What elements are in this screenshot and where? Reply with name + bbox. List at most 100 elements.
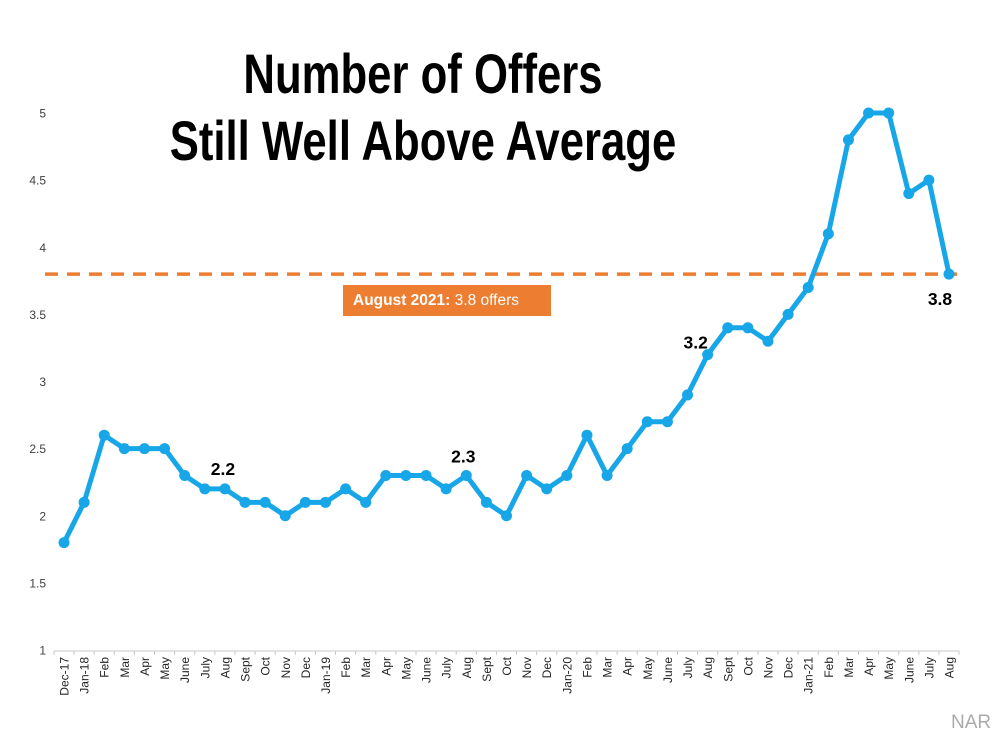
data-point [299, 496, 311, 508]
data-point [98, 429, 110, 441]
x-axis: Dec-17 Jan-18 Feb Mar Apr May June July Aug Sept O… [53, 650, 960, 696]
x-tick-label: Oct [259, 656, 273, 675]
point-label: 2.3 [451, 446, 476, 466]
data-point [561, 469, 573, 481]
x-tick-label: Feb [98, 657, 112, 678]
data-point [842, 134, 854, 146]
x-tick-label: May [641, 657, 655, 680]
data-point [641, 416, 653, 428]
y-tick-label: 4.5 [29, 174, 46, 188]
data-point [661, 416, 673, 428]
data-point [118, 443, 130, 455]
data-point [802, 282, 814, 294]
data-point [943, 268, 955, 280]
x-tick-label: Aug [701, 657, 715, 678]
x-tick-label: Mar [359, 657, 373, 678]
data-point [259, 496, 271, 508]
x-tick-label: Mar [842, 657, 856, 678]
data-point [360, 496, 372, 508]
x-tick-label: May [399, 657, 413, 680]
data-point [420, 469, 432, 481]
data-point [822, 228, 834, 240]
y-tick-label: 5 [39, 107, 46, 121]
chart-title-line1: Number of Offers [243, 42, 603, 105]
data-point [58, 537, 70, 549]
data-point [601, 469, 613, 481]
data-point [501, 510, 512, 522]
y-tick-label: 3.5 [29, 308, 46, 322]
data-point [581, 429, 593, 441]
x-tick-label: Oct [500, 656, 514, 675]
x-tick-label: Jan-19 [319, 657, 333, 694]
callout-value-label: 3.8 offers [450, 292, 519, 309]
x-tick-label: May [882, 657, 896, 680]
x-tick-label: Nov [761, 657, 775, 678]
data-point [742, 322, 754, 334]
x-tick-label: Dec [782, 657, 796, 678]
data-point [682, 389, 694, 401]
data-point [863, 107, 875, 119]
x-tick-label: Jan-21 [802, 657, 816, 694]
x-tick-label: Jan-18 [78, 657, 92, 694]
y-tick-label: 3 [39, 375, 46, 389]
point-label: 3.2 [683, 333, 708, 353]
data-points [58, 107, 955, 549]
x-tick-label: Dec-17 [58, 657, 72, 696]
data-point [319, 496, 331, 508]
x-tick-label: Sept [239, 656, 253, 681]
data-point [460, 469, 472, 481]
x-tick-label: Mar [118, 657, 132, 678]
data-point [340, 483, 352, 495]
x-tick-label: Dec [299, 657, 313, 678]
x-tick-label: June [420, 657, 434, 683]
source-attribution: NAR [951, 712, 992, 733]
data-point [722, 322, 734, 334]
x-tick-label: Jan-20 [560, 657, 574, 694]
data-point [159, 443, 171, 455]
august-2021-callout: August 2021: 3.8 offers [343, 285, 551, 316]
y-tick-label: 2.5 [29, 442, 46, 456]
chart-title-line2: Still Well Above Average [169, 109, 677, 172]
y-tick-label: 4 [39, 241, 46, 255]
data-point [762, 335, 774, 347]
data-point [219, 483, 231, 495]
x-tick-label: Aug [460, 657, 474, 678]
x-tick-label: July [681, 657, 695, 678]
x-tick-label: Feb [580, 657, 594, 678]
data-point [903, 188, 915, 200]
data-point [480, 496, 492, 508]
x-tick-label: July [440, 657, 454, 678]
x-tick-label: Apr [138, 657, 152, 676]
y-axis: 5 4.5 4 3.5 3 2.5 2 1.5 1 [29, 107, 46, 658]
x-tick-label: Aug [943, 657, 957, 678]
data-point [400, 469, 412, 481]
data-point [782, 308, 794, 320]
point-label: 2.2 [211, 459, 236, 479]
data-point [521, 469, 533, 481]
data-point [138, 443, 150, 455]
data-point [883, 107, 895, 119]
data-point [380, 469, 392, 481]
x-tick-label: Nov [520, 657, 534, 678]
data-point [440, 483, 452, 495]
x-tick-label: Sept [721, 656, 735, 681]
y-tick-label: 1.5 [29, 576, 46, 590]
x-tick-label: Dec [540, 657, 554, 678]
data-line [61, 110, 952, 546]
x-tick-label: Nov [279, 657, 293, 678]
data-point [621, 443, 633, 455]
chart-title: Number of Offers Still Well Above Averag… [111, 40, 735, 174]
x-tick-label: Mar [601, 657, 615, 678]
callout-date-label: August 2021: [353, 292, 451, 309]
y-tick-label: 1 [39, 644, 46, 658]
x-tick-label: Apr [621, 657, 635, 676]
data-point [78, 496, 90, 508]
x-tick-label: Apr [862, 657, 876, 676]
data-point [199, 483, 211, 495]
x-tick-label: June [902, 657, 916, 683]
y-tick-label: 2 [39, 509, 46, 523]
point-label: 3.8 [928, 289, 953, 309]
data-point [179, 469, 191, 481]
